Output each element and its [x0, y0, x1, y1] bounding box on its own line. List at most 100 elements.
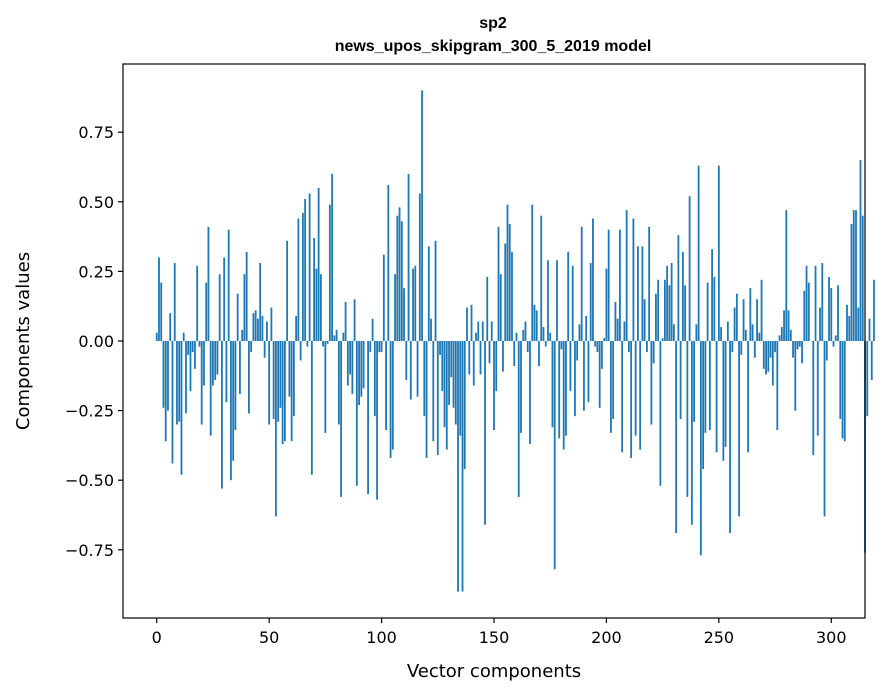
bar-293 — [814, 265, 817, 341]
bar-239 — [693, 341, 696, 422]
bar-116 — [416, 341, 419, 397]
bar-78 — [331, 173, 334, 341]
bar-63 — [297, 218, 300, 341]
bar-205 — [616, 318, 619, 341]
bar-273 — [769, 341, 772, 358]
bar-51 — [270, 307, 273, 341]
bar-210 — [628, 341, 630, 353]
bar-182 — [565, 341, 567, 436]
bar-144 — [479, 341, 482, 375]
bar-37 — [239, 341, 241, 394]
bar-15 — [189, 341, 192, 392]
bar-264 — [749, 288, 752, 341]
bar-153 — [499, 274, 502, 341]
bar-126 — [439, 341, 441, 355]
bar-269 — [760, 279, 763, 341]
bar-255 — [729, 341, 731, 534]
bar-72 — [317, 187, 320, 341]
bar-90 — [358, 341, 360, 406]
bar-4 — [164, 341, 167, 442]
bar-244 — [704, 341, 707, 433]
bar-162 — [520, 341, 522, 433]
bar-270 — [762, 341, 765, 369]
bar-287 — [801, 341, 803, 364]
x-tick-label: 100 — [366, 628, 397, 647]
bar-292 — [812, 341, 815, 456]
bar-123 — [432, 341, 435, 442]
bar-136 — [461, 341, 464, 592]
bar-297 — [823, 341, 826, 517]
bar-216 — [641, 246, 644, 341]
bar-215 — [639, 341, 642, 450]
bar-145 — [481, 321, 484, 341]
bar-300 — [830, 288, 833, 341]
chart-title-line2: news_upos_skipgram_300_5_2019 model — [335, 38, 652, 55]
bar-190 — [583, 341, 585, 411]
bar-230 — [672, 324, 675, 341]
y-tick-label: −0.25 — [65, 402, 114, 421]
bar-77 — [328, 204, 331, 341]
bar-235 — [684, 285, 687, 341]
bar-231 — [675, 341, 678, 534]
plot-frame — [122, 63, 866, 619]
bar-302 — [834, 335, 837, 341]
bar-89 — [355, 341, 358, 486]
bar-199 — [603, 338, 606, 341]
bar-161 — [517, 341, 520, 497]
bar-253 — [724, 341, 727, 447]
bar-220 — [650, 341, 653, 425]
bar-95 — [369, 341, 372, 353]
bar-17 — [194, 341, 196, 369]
bar-91 — [360, 341, 363, 397]
bar-296 — [821, 263, 824, 341]
bar-176 — [551, 341, 554, 428]
bar-60 — [290, 341, 293, 442]
bar-42 — [250, 341, 253, 353]
bar-141 — [472, 341, 475, 386]
bar-283 — [792, 341, 794, 358]
bar-171 — [540, 215, 543, 341]
bar-133 — [454, 341, 457, 425]
bar-27 — [216, 341, 219, 375]
bar-67 — [306, 341, 309, 347]
bar-40 — [245, 251, 248, 341]
bar-254 — [726, 321, 729, 341]
bar-69 — [310, 341, 313, 475]
bar-298 — [825, 341, 828, 361]
bar-88 — [353, 299, 356, 341]
bar-71 — [315, 268, 318, 341]
bar-122 — [430, 318, 432, 341]
bar-284 — [794, 341, 797, 411]
bar-209 — [625, 210, 628, 341]
bar-200 — [605, 268, 608, 341]
bar-150 — [493, 341, 495, 431]
bar-307 — [846, 304, 848, 341]
bar-207 — [621, 341, 624, 453]
bar-223 — [657, 279, 660, 341]
bar-131 — [450, 341, 453, 378]
bar-247 — [711, 249, 713, 341]
bar-272 — [767, 341, 770, 372]
bar-237 — [688, 196, 691, 341]
bar-87 — [351, 341, 354, 394]
y-axis-ticks: −0.75 −0.50 −0.25 0.00 0.25 0.50 0.75 — [65, 123, 123, 560]
bar-226 — [663, 279, 666, 341]
bar-35 — [234, 341, 237, 431]
bar-318 — [870, 341, 873, 380]
bar-175 — [549, 332, 552, 341]
bar-276 — [776, 341, 779, 431]
bar-146 — [484, 341, 486, 525]
bar-224 — [659, 341, 662, 486]
bar-243 — [702, 341, 705, 470]
bar-242 — [699, 341, 702, 556]
bar-274 — [771, 341, 774, 386]
bar-117 — [418, 193, 421, 341]
bar-201 — [607, 229, 610, 341]
bar-140 — [470, 304, 473, 341]
bar-21 — [203, 341, 205, 386]
bar-309 — [850, 224, 853, 341]
bar-166 — [529, 341, 531, 445]
bar-28 — [218, 274, 221, 341]
bar-114 — [412, 268, 414, 341]
bar-179 — [558, 341, 561, 439]
